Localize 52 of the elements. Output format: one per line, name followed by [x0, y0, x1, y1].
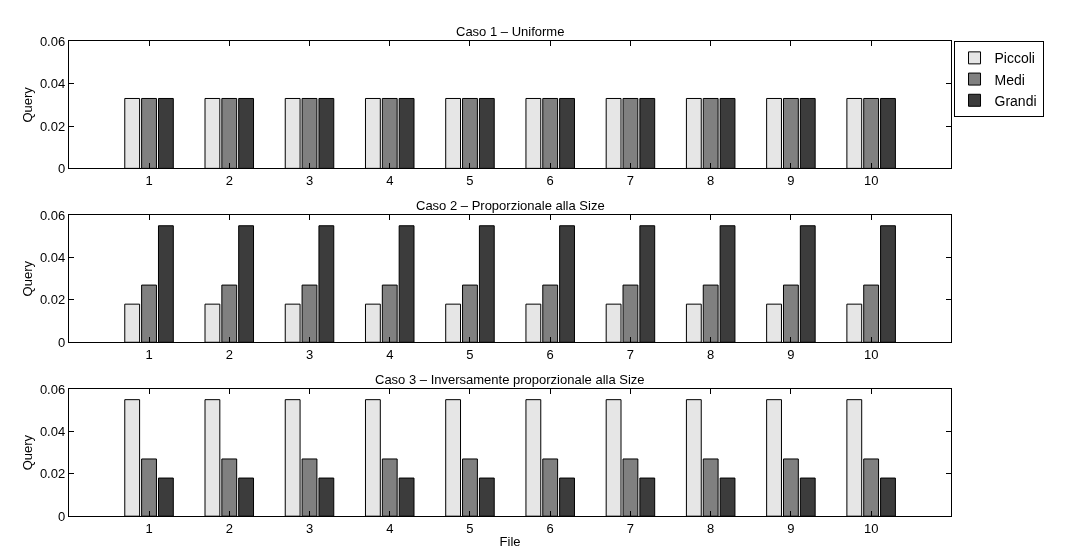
x-axis-title: File: [499, 534, 521, 550]
y-tick-label: 0.06: [39, 33, 66, 49]
x-tick-label: 9: [787, 346, 795, 362]
x-tick-label: 3: [305, 346, 314, 362]
y-tick-label: 0.04: [39, 76, 66, 92]
x-tick-label: 7: [626, 346, 635, 362]
x-tick-label: 9: [787, 520, 795, 536]
x-tick-label: 3: [305, 520, 314, 536]
x-tick-label: 2: [225, 172, 233, 188]
x-tick-label: 9: [787, 172, 795, 188]
x-tick-label: 8: [707, 520, 715, 536]
y-tick-label: 0: [57, 160, 66, 176]
x-tick-label: 3: [305, 172, 314, 188]
x-tick-label: 10: [863, 520, 879, 536]
y-tick-label: 0.06: [39, 381, 66, 397]
y-tick-label: 0.02: [39, 118, 66, 134]
x-tick-label: 7: [626, 520, 635, 536]
y-tick-label: 0.04: [39, 423, 66, 439]
chart-title: Caso 2 – Proporzionale alla Size: [416, 198, 605, 213]
x-tick-label: 4: [386, 172, 394, 188]
legend-label: Grandi: [994, 92, 1037, 109]
x-tick-label: 4: [386, 346, 394, 362]
x-tick-label: 1: [145, 520, 153, 536]
chart-title: Caso 1 – Uniforme: [456, 24, 565, 39]
x-tick-label: 5: [466, 520, 474, 536]
y-tick-label: 0.02: [39, 466, 66, 482]
y-tick-label: 0.06: [39, 207, 66, 223]
y-axis-title: Query: [19, 86, 35, 123]
x-tick-label: 6: [546, 172, 554, 188]
x-tick-label: 7: [626, 172, 635, 188]
x-tick-label: 2: [225, 520, 233, 536]
x-tick-label: 6: [546, 520, 554, 536]
x-tick-label: 8: [707, 172, 715, 188]
x-tick-label: 10: [863, 172, 879, 188]
legend-label: Piccoli: [994, 50, 1035, 67]
y-tick-label: 0.04: [39, 250, 66, 266]
x-tick-label: 5: [466, 346, 474, 362]
x-tick-label: 8: [707, 346, 715, 362]
x-tick-label: 10: [863, 346, 879, 362]
x-tick-label: 4: [386, 520, 394, 536]
x-tick-label: 5: [466, 172, 474, 188]
x-tick-label: 6: [546, 346, 554, 362]
y-tick-label: 0: [57, 334, 66, 350]
y-axis-title: Query: [19, 434, 35, 471]
x-tick-label: 2: [225, 346, 233, 362]
legend-label: Medi: [994, 71, 1025, 88]
x-tick-label: 1: [145, 346, 153, 362]
chart-title: Caso 3 – Inversamente proporzionale alla Size: [375, 372, 645, 387]
x-tick-label: 1: [145, 172, 153, 188]
y-tick-label: 0: [57, 508, 66, 524]
y-tick-label: 0.02: [39, 292, 66, 308]
y-axis-title: Query: [19, 260, 35, 297]
